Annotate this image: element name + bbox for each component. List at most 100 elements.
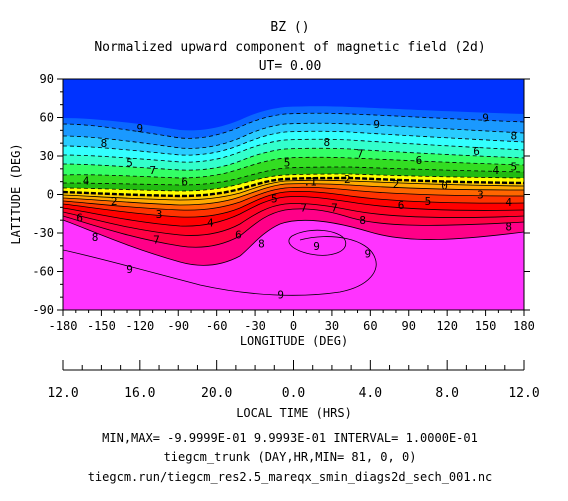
y-axis-label: LATITUDE (DEG) [9, 143, 23, 244]
contour-label: 6 [181, 176, 188, 189]
contour-line-0.4 [63, 190, 524, 218]
contour-line-neg0.4 [63, 156, 524, 179]
x-tick-label: 180 [513, 319, 535, 333]
x-tick-label: 90 [402, 319, 416, 333]
contour-label: 5 [425, 195, 432, 208]
y-tick-label: 30 [40, 149, 54, 163]
local-time-label: LOCAL TIME (HRS) [236, 406, 352, 420]
contour-line-0.9-closed [288, 229, 347, 256]
contour-label: 4 [505, 196, 512, 209]
y-tick-label: -90 [32, 303, 54, 317]
y-tick-label: -30 [32, 226, 54, 240]
x-tick-label: -120 [125, 319, 154, 333]
contour-label: 7 [331, 201, 338, 214]
contour-line-0.8 [63, 219, 524, 266]
contour-line-0.3 [63, 186, 524, 211]
contour-label: 7 [149, 164, 156, 177]
local-time-axis: 12.0 16.0 20.0 0.0 4.0 8.0 12.0 [47, 360, 540, 401]
contour-label: 8 [92, 231, 99, 244]
contour-label: .1 [304, 176, 317, 189]
contour-line-neg0.7 [63, 130, 524, 156]
contour-line-0.1 [63, 179, 524, 201]
contour-label: 8 [359, 214, 366, 227]
chart-subtitle: Normalized upward component of magnetic … [94, 40, 485, 55]
contour-label: 6 [76, 212, 83, 225]
contour-line-neg0.6 [63, 138, 524, 163]
footer-file: tiegcm.run/tiegcm_res2.5_mareqx_smin_dia… [88, 470, 493, 484]
contour-label: 4 [493, 164, 500, 177]
local-time-tick-label: 8.0 [435, 386, 458, 401]
contour-label: 2 [344, 173, 351, 186]
x-tick-label: 150 [475, 319, 497, 333]
local-time-tick-label: 4.0 [359, 386, 382, 401]
contour-label: 2 [393, 178, 400, 191]
contour-label: 9 [313, 240, 320, 253]
local-time-tick-label: 20.0 [201, 386, 232, 401]
local-time-tick-label: 16.0 [124, 386, 155, 401]
contour-label: 4 [207, 217, 214, 230]
contour-line-0.7 [63, 208, 524, 248]
x-tick-label: -150 [87, 319, 116, 333]
x-tick-label: -180 [49, 319, 78, 333]
contour-label: 8 [510, 129, 517, 142]
contour-label: 9 [277, 289, 284, 302]
local-time-tick-label: 12.0 [508, 386, 539, 401]
contour-label: 0 [441, 180, 448, 193]
contour-line-neg0.3 [63, 166, 524, 186]
contour-label: 2 [111, 195, 118, 208]
local-time-tick-label: 12.0 [47, 386, 78, 401]
x-tick-label: 60 [363, 319, 377, 333]
contour-line-neg0.5 [63, 147, 524, 171]
x-tick-label: 30 [325, 319, 339, 333]
chart-ut-label: UT= 0.00 [259, 59, 322, 74]
contour-line-zero [63, 176, 524, 198]
local-time-tick-label: 0.0 [282, 386, 305, 401]
contour-label: 9 [482, 112, 489, 125]
contour-label: 8 [258, 237, 265, 250]
contour-label: 9 [126, 263, 133, 276]
contour-lines [63, 112, 524, 296]
contour-line-0.6 [63, 203, 524, 236]
contour-label: 3 [477, 189, 484, 202]
contour-label: 7 [357, 147, 364, 160]
contour-label: 5 [284, 156, 291, 169]
y-tick-label: 0 [47, 188, 54, 202]
x-tick-label: 120 [436, 319, 458, 333]
y-tick-label: 90 [40, 72, 54, 86]
contour-label: 8 [101, 137, 108, 150]
contour-label: 4 [83, 174, 90, 187]
contour-line-0.5 [63, 196, 524, 227]
y-tick-label: 60 [40, 111, 54, 125]
contour-label: 9 [373, 118, 380, 131]
contour-label: 7 [300, 201, 307, 214]
contour-label: 5 [510, 160, 517, 173]
x-tick-label: 0 [290, 319, 297, 333]
x-tick-label: -90 [167, 319, 189, 333]
contour-line-neg0.9 [63, 112, 524, 139]
contour-label: 9 [137, 122, 144, 135]
x-axis-label: LONGITUDE (DEG) [240, 334, 348, 348]
contour-label: 8 [323, 136, 330, 149]
x-axis: -180 -150 -120 -90 -60 -30 0 30 60 90 120 150 180 [49, 310, 535, 333]
contour-line-neg0.8 [63, 122, 524, 149]
contour-label: 5 [271, 192, 278, 205]
contour-label: 8 [505, 221, 512, 234]
footer-minmax: MIN,MAX= -9.9999E-01 9.9993E-01 INTERVAL… [102, 431, 478, 445]
contour-label: 6 [473, 145, 480, 158]
contour-line-neg0.2 [63, 173, 524, 192]
band-neg1.0 [63, 79, 524, 131]
contour-label: 6 [235, 228, 242, 241]
contour-label: 3 [156, 208, 163, 221]
contour-label: 6 [398, 199, 405, 212]
contour-label: 9 [364, 248, 371, 261]
contour-label: 6 [416, 154, 423, 167]
contour-label: 5 [126, 156, 133, 169]
y-tick-label: -60 [32, 265, 54, 279]
contour-line-0.2 [63, 183, 524, 206]
x-tick-label: -60 [206, 319, 228, 333]
chart-title: BZ () [270, 20, 309, 35]
